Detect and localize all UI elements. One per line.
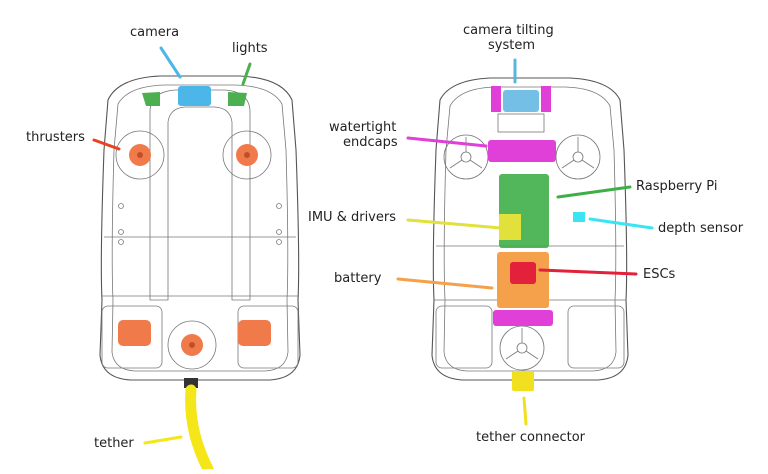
tether-cable — [185, 384, 214, 474]
right-fan-upper-right — [555, 134, 601, 180]
label-escs: ESCs — [643, 267, 676, 282]
label-camera-tilting-2: system — [488, 38, 535, 53]
imu-board — [499, 214, 521, 240]
depth-sensor — [573, 212, 585, 222]
right-rov-view — [431, 77, 629, 391]
left-side-pad-right — [238, 320, 271, 346]
tilt-camera-housing — [503, 90, 539, 112]
label-lights: lights — [232, 41, 268, 56]
label-tether-connector: tether connector — [476, 430, 586, 445]
label-tether: tether — [94, 436, 134, 451]
right-fan-rear — [499, 325, 545, 371]
leader-imu — [406, 218, 503, 230]
right-hull-inner — [443, 86, 617, 372]
label-watertight-1: watertight — [329, 120, 396, 135]
left-light-left — [142, 92, 160, 106]
tether-plug — [184, 378, 198, 388]
leader-lights — [241, 62, 252, 86]
left-rear-pod-left — [101, 305, 163, 369]
left-thruster-rear — [167, 320, 217, 370]
esc-module — [510, 262, 536, 284]
leader-raspberry-pi — [556, 185, 632, 199]
label-camera-tilting-1: camera tilting — [463, 23, 554, 38]
left-thruster-upper-left — [115, 130, 165, 180]
label-thrusters: thrusters — [26, 130, 85, 145]
left-arch — [149, 89, 251, 301]
leader-tether — [143, 435, 183, 445]
left-side-pad-left — [118, 320, 151, 346]
leader-depth-sensor — [588, 217, 654, 230]
left-thruster-upper-right — [222, 130, 272, 180]
leader-tether-connector — [522, 396, 528, 426]
label-watertight-2: endcaps — [343, 135, 398, 150]
label-imu: IMU & drivers — [308, 210, 396, 225]
tilt-mount — [497, 113, 545, 133]
tilt-bracket-right — [541, 86, 551, 112]
leader-escs — [538, 268, 638, 276]
left-rov-view — [99, 75, 301, 474]
right-rear-pod-left — [435, 305, 493, 369]
tether-connector-block — [512, 371, 534, 391]
left-light-right — [228, 92, 247, 106]
leader-battery — [396, 277, 494, 290]
leader-thrusters — [92, 138, 121, 151]
leader-endcaps — [406, 136, 488, 148]
label-camera: camera — [130, 25, 179, 40]
tilt-bracket-left — [491, 86, 501, 112]
left-screw-holes — [118, 203, 282, 245]
label-raspberry-pi: Raspberry Pi — [636, 179, 717, 194]
endcap-bottom — [493, 310, 553, 326]
endcap-top — [488, 140, 556, 162]
label-depth-sensor: depth sensor — [658, 221, 744, 236]
left-camera-block — [178, 86, 211, 106]
leader-camera — [159, 46, 182, 79]
label-battery: battery — [334, 271, 382, 286]
left-hull-inner — [111, 84, 289, 372]
right-rear-pod-right — [567, 305, 625, 369]
